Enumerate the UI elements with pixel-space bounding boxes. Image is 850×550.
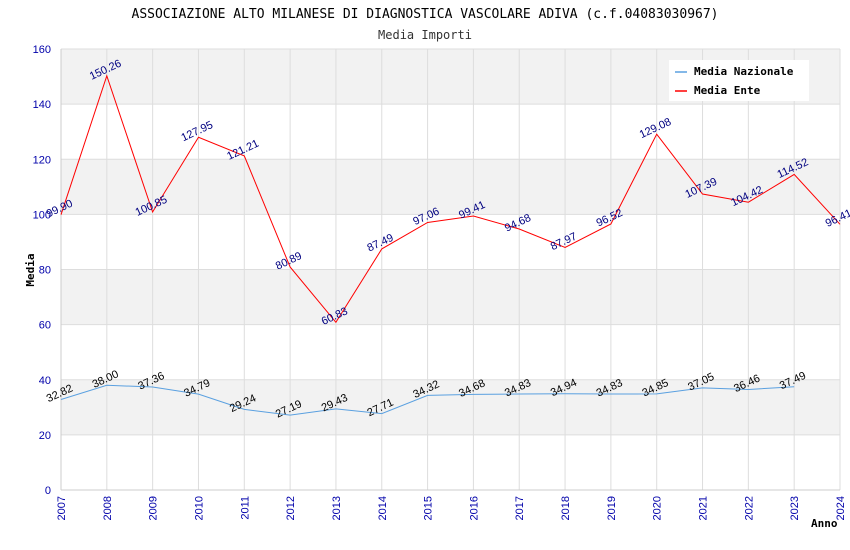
x-tick-label: 2011 [239,496,251,520]
x-tick-label: 2010 [193,496,205,520]
y-tick-label: 160 [33,44,51,56]
x-tick-label: 2024 [835,496,847,520]
y-tick-label: 60 [39,320,51,332]
legend: Media Nazionale Media Ente [669,60,809,101]
series-lines [60,74,841,416]
x-tick-label: 2015 [423,496,435,520]
legend-label-nazionale: Media Nazionale [694,65,794,78]
y-tick-label: 140 [33,99,51,111]
chart-title: ASSOCIAZIONE ALTO MILANESE DI DIAGNOSTIC… [132,7,719,22]
axes [60,49,840,491]
y-axis-label: Media [24,253,37,286]
x-tick-label: 2009 [148,496,160,520]
plot-band [61,214,840,270]
x-tick-label: 2023 [789,496,801,520]
plot-band [61,269,840,325]
x-tick-label: 2019 [606,496,618,520]
x-tick-label: 2020 [652,496,664,520]
x-tick-label: 2014 [377,496,389,520]
series-line-nazionale [60,384,795,416]
y-tick-label: 40 [39,375,51,387]
x-axis-label: Anno [811,517,838,530]
y-tick-label: 120 [33,154,51,166]
plot-band [61,159,840,215]
legend-label-ente: Media Ente [694,84,761,97]
plot-band [61,104,840,160]
plot-background [61,49,840,490]
plot-band [61,324,840,380]
x-tick-label: 2007 [56,496,68,520]
x-tick-label: 2022 [743,496,755,520]
y-tick-label: 0 [45,485,51,497]
y-tick-label: 80 [39,265,51,277]
x-tick-label: 2018 [560,496,572,520]
y-tick-label: 20 [39,430,51,442]
y-tick-label: 100 [33,209,51,221]
plot-band [61,379,840,435]
x-tick-label: 2012 [285,496,297,520]
y-axis-ticks: 0 20 40 60 80 100 120 140 160 [33,44,51,497]
chart-subtitle: Media Importi [378,28,472,42]
x-tick-label: 2013 [331,496,343,520]
x-tick-label: 2017 [514,496,526,520]
plot-band [61,434,840,490]
legend-box [669,60,809,101]
x-tick-label: 2016 [468,496,480,520]
x-axis-ticks: 2007 2008 2009 2010 2011 2012 2013 2014 2015 2016… [56,496,847,520]
series-line-ente [60,74,841,324]
x-tick-label: 2021 [698,496,710,520]
x-tick-label: 2008 [102,496,114,520]
